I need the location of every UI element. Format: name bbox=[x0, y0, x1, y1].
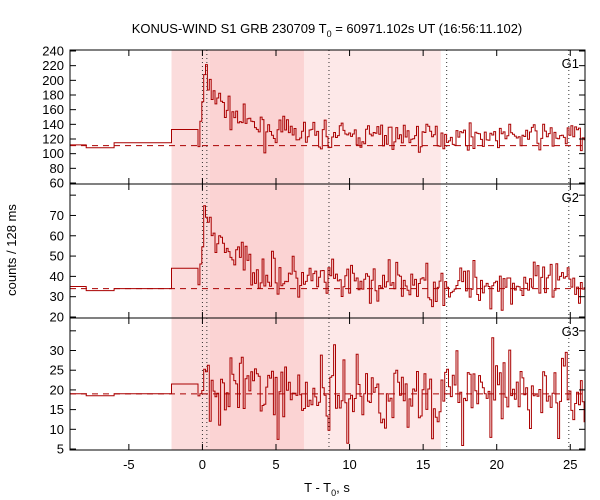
x-tick-label-1: 0 bbox=[199, 457, 206, 472]
x-tick-label-2: 5 bbox=[272, 457, 279, 472]
x-axis-label: T - T0, s bbox=[304, 480, 350, 498]
x-tick-label-6: 25 bbox=[563, 457, 577, 472]
panel-label-G2: G2 bbox=[562, 190, 579, 205]
y-tick-label-G3-3: 20 bbox=[50, 382, 64, 397]
light-curve-series-layer bbox=[70, 64, 585, 446]
y-tick-label-G3-4: 25 bbox=[50, 363, 64, 378]
y-tick-label-G3-2: 15 bbox=[50, 402, 64, 417]
panel-label-G1: G1 bbox=[562, 56, 579, 71]
y-tick-label-G3-1: 10 bbox=[50, 422, 64, 437]
vertical-marker-layer bbox=[201, 50, 570, 450]
y-tick-label-G1-4: 140 bbox=[42, 117, 64, 132]
series-line-G3 bbox=[70, 337, 585, 446]
axes-layer bbox=[69, 49, 586, 451]
y-tick-label-G1-6: 180 bbox=[42, 88, 64, 103]
y-tick-label-G2-4: 60 bbox=[50, 228, 64, 243]
y-tick-label-G1-9: 240 bbox=[42, 44, 64, 59]
y-tick-label-G1-1: 80 bbox=[50, 161, 64, 176]
y-axis-label: counts / 128 ms bbox=[4, 204, 19, 296]
y-tick-label-G2-5: 70 bbox=[50, 208, 64, 223]
y-tick-label-G1-7: 200 bbox=[42, 73, 64, 88]
series-line-G2 bbox=[70, 205, 585, 311]
y-tick-label-G1-0: 60 bbox=[50, 176, 64, 191]
y-tick-label-G1-8: 220 bbox=[42, 58, 64, 73]
y-tick-label-G1-3: 120 bbox=[42, 132, 64, 147]
series-line-G1 bbox=[70, 64, 585, 154]
y-tick-label-G1-5: 160 bbox=[42, 102, 64, 117]
y-tick-label-G2-0: 20 bbox=[50, 310, 64, 325]
y-tick-label-G3-0: 5 bbox=[57, 442, 64, 457]
x-tick-label-0: -5 bbox=[123, 457, 135, 472]
interval-shading-layer bbox=[171, 50, 441, 450]
y-tick-label-G3-5: 30 bbox=[50, 343, 64, 358]
panel-frame-G3 bbox=[69, 317, 586, 451]
chart-title: KONUS-WIND S1 GRB 230709 T0 = 60971.102s… bbox=[132, 21, 523, 39]
x-tick-label-3: 10 bbox=[342, 457, 356, 472]
y-tick-label-G2-1: 30 bbox=[50, 289, 64, 304]
labels-layer: 6080100120140160180200220240G12030405060… bbox=[42, 44, 579, 473]
y-tick-label-G2-2: 40 bbox=[50, 269, 64, 284]
x-tick-label-5: 20 bbox=[489, 457, 503, 472]
y-tick-label-G2-3: 50 bbox=[50, 249, 64, 264]
panel-label-G3: G3 bbox=[562, 324, 579, 339]
x-tick-label-4: 15 bbox=[416, 457, 430, 472]
y-tick-label-G1-2: 100 bbox=[42, 146, 64, 161]
